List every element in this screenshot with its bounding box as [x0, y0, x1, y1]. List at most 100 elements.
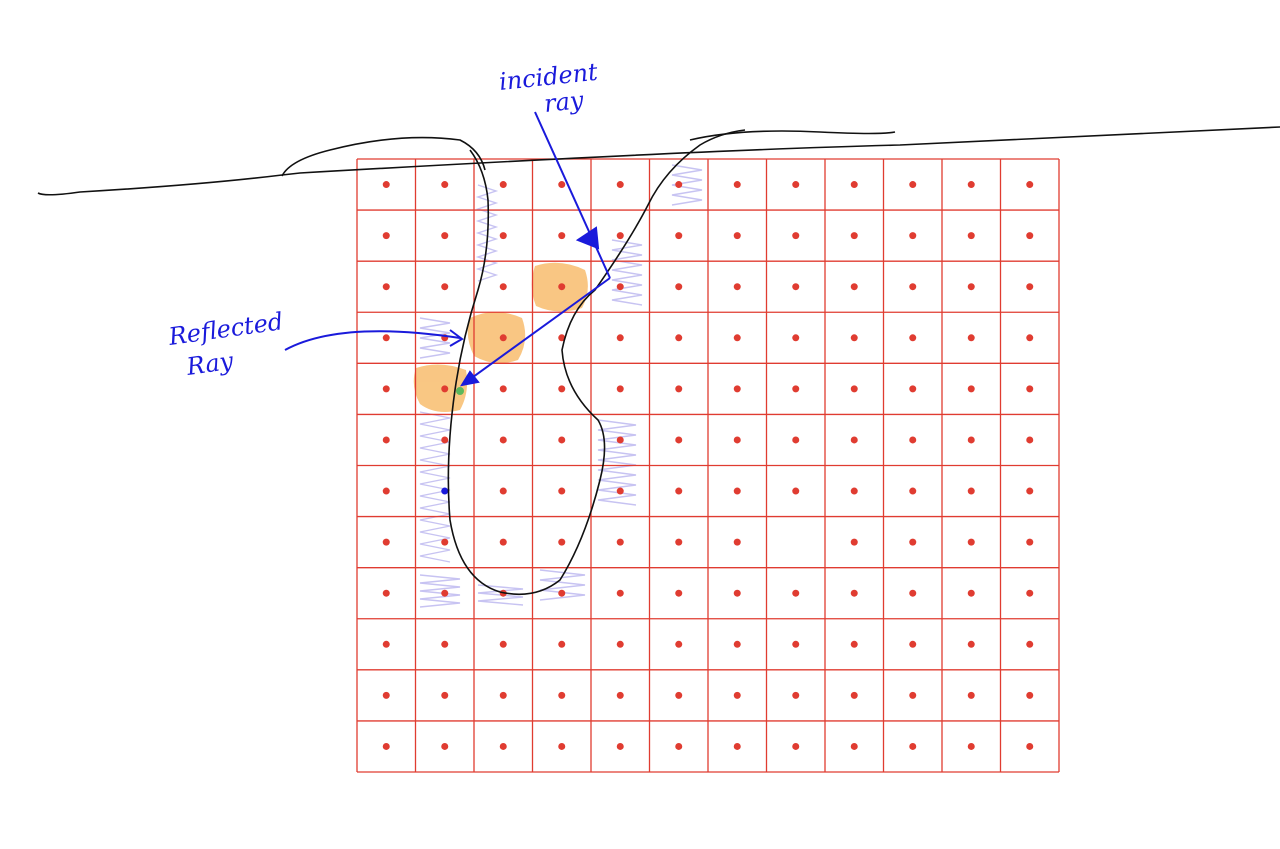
sample-point	[1026, 436, 1034, 444]
sample-point	[499, 538, 507, 546]
sample-point	[675, 742, 683, 750]
sample-point	[733, 385, 741, 393]
sample-point	[675, 232, 683, 240]
sample-point	[616, 436, 624, 444]
sample-point	[850, 385, 858, 393]
sample-point-highlight	[441, 487, 449, 495]
sample-point	[382, 283, 390, 291]
sample-point	[558, 232, 566, 240]
sample-point	[909, 691, 917, 699]
reflected-label-line2: Ray	[184, 347, 235, 381]
sample-point	[850, 283, 858, 291]
sample-point	[382, 334, 390, 342]
sample-point	[558, 487, 566, 495]
sample-point	[967, 283, 975, 291]
sample-point	[616, 589, 624, 597]
sample-point	[382, 385, 390, 393]
hatch	[611, 239, 643, 306]
sample-point	[675, 538, 683, 546]
sample-point	[616, 691, 624, 699]
sample-point	[792, 283, 800, 291]
sample-point	[850, 334, 858, 342]
sample-point	[967, 487, 975, 495]
sample-point	[850, 742, 858, 750]
sample-point	[967, 334, 975, 342]
sample-point	[850, 487, 858, 495]
sample-point	[441, 589, 449, 597]
incident-arrowhead	[575, 226, 600, 250]
sample-point	[792, 589, 800, 597]
sample-point	[733, 538, 741, 546]
incident-label-line2: ray	[543, 86, 585, 118]
sample-point	[850, 181, 858, 189]
sample-point	[967, 538, 975, 546]
sample-point	[616, 283, 624, 291]
sample-point	[499, 232, 507, 240]
sample-point	[499, 181, 507, 189]
reflected-arrowhead	[459, 370, 480, 387]
sample-point	[1026, 640, 1034, 648]
sample-point	[850, 436, 858, 444]
sample-point	[616, 742, 624, 750]
sample-point	[792, 232, 800, 240]
hatch	[597, 419, 637, 506]
sample-point	[733, 334, 741, 342]
sample-point	[967, 181, 975, 189]
sample-point	[1026, 283, 1034, 291]
sample-point	[967, 640, 975, 648]
sample-point	[909, 385, 917, 393]
sample-point	[499, 283, 507, 291]
sample-point	[558, 640, 566, 648]
sample-point	[675, 283, 683, 291]
sample-point	[792, 691, 800, 699]
sample-point	[558, 436, 566, 444]
sample-point	[441, 385, 449, 393]
sample-point	[675, 334, 683, 342]
hatch	[671, 164, 703, 206]
sample-point	[616, 334, 624, 342]
sample-point	[1026, 334, 1034, 342]
sample-point	[909, 334, 917, 342]
label-pointer-head	[449, 329, 464, 347]
sample-point	[616, 640, 624, 648]
sample-point	[499, 385, 507, 393]
sample-point	[382, 640, 390, 648]
sample-point	[909, 181, 917, 189]
sample-point	[616, 538, 624, 546]
sample-point	[909, 538, 917, 546]
sample-point	[675, 589, 683, 597]
sample-point	[850, 538, 858, 546]
sample-point	[967, 232, 975, 240]
sample-point	[733, 232, 741, 240]
sample-point	[558, 181, 566, 189]
sample-point	[909, 232, 917, 240]
sample-point	[675, 487, 683, 495]
sample-point	[850, 691, 858, 699]
sample-point	[499, 436, 507, 444]
horizon-bump	[281, 136, 486, 177]
sample-point	[441, 232, 449, 240]
sample-point	[558, 385, 566, 393]
sample-point	[1026, 487, 1034, 495]
sample-point	[967, 691, 975, 699]
sample-point	[675, 181, 683, 189]
sample-point	[558, 334, 566, 342]
sample-point	[967, 742, 975, 750]
sample-point	[733, 640, 741, 648]
rays	[284, 111, 611, 387]
hatch	[419, 411, 451, 563]
sample-point	[733, 181, 741, 189]
horizon-stroke	[689, 130, 896, 141]
sample-point	[909, 640, 917, 648]
sample-point	[909, 589, 917, 597]
sample-point	[850, 640, 858, 648]
sample-point	[675, 385, 683, 393]
sample-point	[499, 742, 507, 750]
sample-point	[382, 436, 390, 444]
sample-point	[382, 691, 390, 699]
sample-point	[850, 589, 858, 597]
sample-point	[382, 487, 390, 495]
sample-point	[499, 487, 507, 495]
sample-point	[967, 436, 975, 444]
